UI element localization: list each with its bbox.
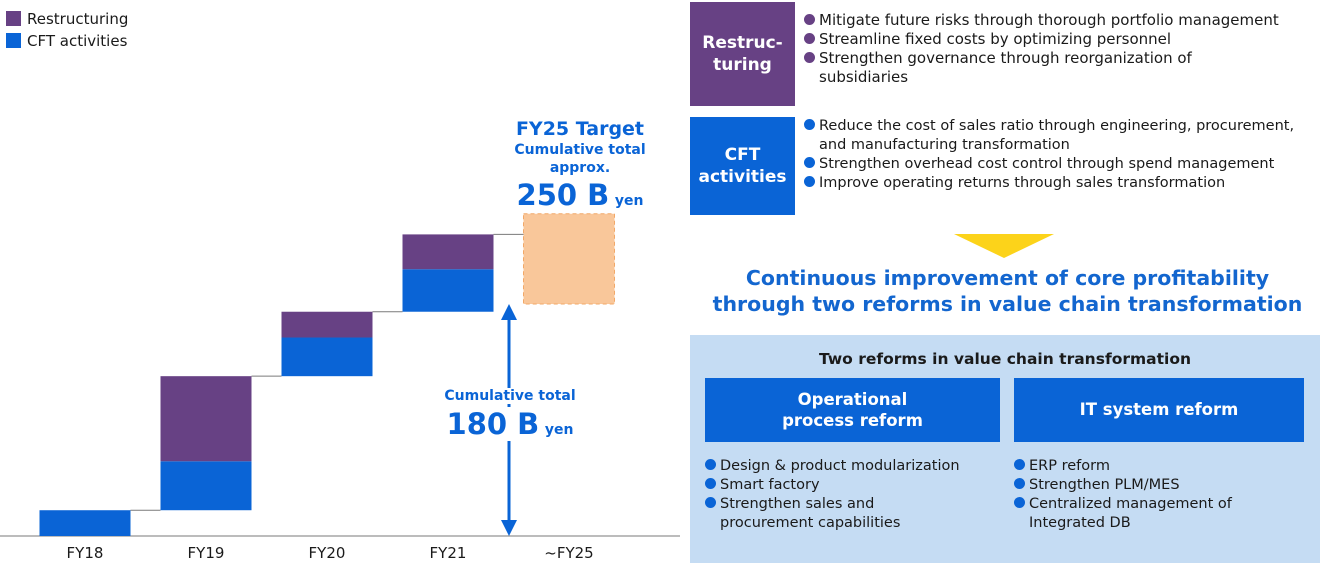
bullet-icon <box>804 14 815 25</box>
headline: Continuous improvement of core profitabi… <box>690 265 1325 317</box>
x-tick-label: FY19 <box>188 544 225 562</box>
bullet-icon <box>804 119 815 130</box>
bullet-icon <box>804 176 815 187</box>
bullet-icon <box>804 52 815 63</box>
legend-swatch <box>6 33 21 48</box>
list-item: ERP reform <box>1014 457 1314 476</box>
cumulative-value-number: 180 B <box>446 407 540 441</box>
cft-list: Reduce the cost of sales ratio through e… <box>804 117 1322 193</box>
list-item: Smart factory <box>705 476 1010 495</box>
cumulative-label: Cumulative total <box>420 388 600 404</box>
list-item: Strengthen PLM/MES <box>1014 476 1314 495</box>
bullet-icon <box>804 157 815 168</box>
cumulative-value-unit: yen <box>544 422 574 438</box>
x-tick-label: ~FY25 <box>544 544 593 562</box>
list-item: Streamline fixed costs by optimizing per… <box>804 30 1322 49</box>
down-arrow-icon <box>954 234 1054 258</box>
list-item: and manufacturing transformation <box>819 137 1070 153</box>
target-title: FY25 Target <box>515 118 645 140</box>
list-item: Strengthen overhead cost control through… <box>804 155 1322 174</box>
bullet-icon <box>1014 478 1025 489</box>
bullet-icon <box>804 33 815 44</box>
value-chain-panel <box>690 335 1320 563</box>
bullet-icon <box>705 459 716 470</box>
list-item: Reduce the cost of sales ratio through e… <box>804 117 1322 136</box>
legend-label: Restructuring <box>27 10 128 28</box>
panel-title: Two reforms in value chain transformatio… <box>818 350 1191 368</box>
restructuring-list: Mitigate future risks through thorough p… <box>804 11 1322 87</box>
cumulative-value: 180 B yen <box>420 407 600 441</box>
bar-cft-activities <box>160 461 252 511</box>
target-value-number: 250 B <box>516 178 610 212</box>
bullet-icon <box>705 497 716 508</box>
target-subtitle-1: Cumulative total <box>514 142 646 158</box>
bullet-icon <box>705 478 716 489</box>
bar-restructuring <box>160 376 252 462</box>
it-list: ERP reform Strengthen PLM/MES Centralize… <box>1014 457 1314 533</box>
list-item: Strengthen sales and <box>705 495 1010 514</box>
list-item: Design & product modularization <box>705 457 1010 476</box>
target-value: 250 B yen <box>480 178 680 212</box>
cft-activities-badge: CFT activities <box>690 117 795 215</box>
bar-cft-activities <box>402 269 494 312</box>
x-tick-label: FY18 <box>67 544 104 562</box>
list-item: Improve operating returns through sales … <box>804 174 1322 193</box>
x-tick-label: FY20 <box>309 544 346 562</box>
list-item: procurement capabilities <box>720 515 901 531</box>
list-item: Centralized management of <box>1014 495 1314 514</box>
waterfall-chart: Restructuring CFT activities FY18 FY19 FY20 F… <box>0 10 680 562</box>
legend-label: CFT activities <box>27 32 128 50</box>
arrow-up-icon <box>501 304 517 320</box>
headline-line-2: through two reforms in value chain trans… <box>712 292 1303 316</box>
operational-list: Design & product modularization Smart fa… <box>705 457 1010 533</box>
list-item: subsidiaries <box>819 68 909 86</box>
restructuring-badge: Restruc- turing <box>690 2 795 106</box>
list-item: Integrated DB <box>1029 515 1131 531</box>
list-item: Mitigate future risks through thorough p… <box>804 11 1322 30</box>
operational-process-reform-badge: Operational process reform <box>705 378 1000 442</box>
headline-line-1: Continuous improvement of core profitabi… <box>745 266 1270 290</box>
legend-swatch <box>6 11 21 26</box>
bullet-icon <box>1014 459 1025 470</box>
x-tick-label: FY21 <box>430 544 467 562</box>
it-system-reform-badge: IT system reform <box>1014 378 1304 442</box>
bar-cft-activities <box>281 337 373 377</box>
arrow-down-icon <box>501 520 517 536</box>
target-box <box>523 213 615 305</box>
bar-restructuring <box>402 234 494 270</box>
target-subtitle-2: approx. <box>549 160 611 176</box>
target-value-unit: yen <box>614 193 644 209</box>
bar-restructuring <box>281 311 373 338</box>
list-item: Strengthen governance through reorganiza… <box>804 49 1322 68</box>
bullet-icon <box>1014 497 1025 508</box>
bar-cft-activities <box>39 510 131 536</box>
